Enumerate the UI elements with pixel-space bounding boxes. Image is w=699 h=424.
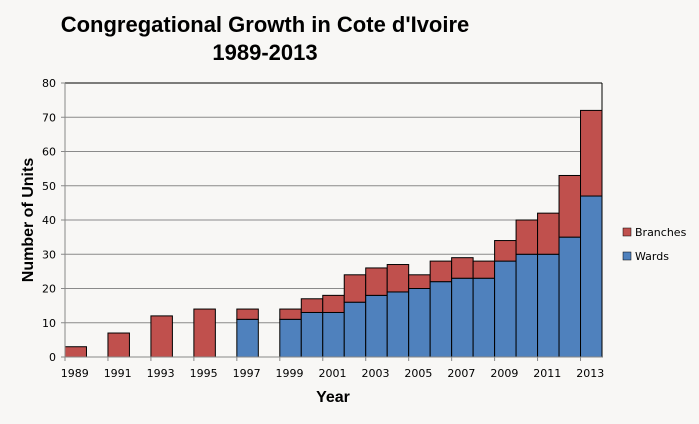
- bar-branches-2011: [537, 212, 560, 255]
- y-tick-label: 10: [42, 317, 56, 330]
- bar-branches-1989: [64, 346, 87, 358]
- bar-branches-2001: [322, 294, 345, 313]
- bar-branches-2004: [386, 264, 410, 293]
- bar-branches-1993: [150, 315, 173, 358]
- gridlines: [65, 82, 603, 357]
- chart-title: Congregational Growth in Cote d'Ivoire: [61, 12, 470, 37]
- bars: [64, 109, 603, 358]
- bar-wards-2006: [429, 281, 453, 358]
- axes: 0 10 20 30 40 50 60 70 80 1989 1991 1993 1995 1997 199…: [42, 77, 604, 380]
- legend-label-branches: Branches: [635, 226, 687, 239]
- x-tick-label: 2009: [490, 367, 518, 380]
- bar-branches-2010: [515, 219, 539, 255]
- bar-branches-2000: [300, 298, 324, 313]
- y-tick-label: 60: [42, 146, 56, 159]
- x-tick-label: 1991: [104, 367, 132, 380]
- bar-branches-1991: [107, 332, 130, 358]
- chart-subtitle: 1989-2013: [212, 40, 317, 65]
- bar-wards-2012: [558, 236, 582, 358]
- bar-branches-2002: [343, 274, 367, 303]
- bar-wards-2000: [300, 311, 324, 358]
- bar-branches-2008: [472, 260, 496, 279]
- bar-branches-2013: [580, 109, 603, 197]
- x-tick-label: 1997: [233, 367, 261, 380]
- bar-wards-2002: [343, 301, 367, 358]
- x-tick-label: 2005: [404, 367, 432, 380]
- y-tick-label: 20: [42, 283, 56, 296]
- legend: Branches Wards: [622, 226, 687, 263]
- x-tick-label: 2007: [447, 367, 475, 380]
- x-tick-label: 2003: [361, 367, 389, 380]
- x-tick-label: 1989: [61, 367, 89, 380]
- x-axis-label: Year: [316, 389, 350, 406]
- x-tick-label: 1999: [276, 367, 304, 380]
- bar-branches-2006: [429, 260, 453, 283]
- bar-wards-2011: [537, 253, 560, 358]
- x-tick-label: 1993: [147, 367, 175, 380]
- legend-swatch-wards: [622, 251, 632, 261]
- bar-branches-1999: [279, 308, 302, 320]
- bar-branches-1997: [236, 308, 259, 320]
- y-tick-label: 30: [42, 248, 56, 261]
- y-tick-label: 40: [42, 214, 56, 227]
- bar-branches-1995: [193, 308, 216, 358]
- bar-wards-2005: [408, 288, 431, 358]
- y-tick-label: 70: [42, 111, 56, 124]
- y-tick-label: 80: [42, 77, 56, 90]
- bar-wards-2007: [451, 277, 474, 358]
- legend-label-wards: Wards: [635, 250, 669, 263]
- bar-branches-2005: [408, 274, 431, 289]
- bar-wards-2008: [472, 277, 496, 358]
- x-tick-label: 1995: [190, 367, 218, 380]
- bar-branches-2003: [365, 267, 388, 296]
- bar-wards-2004: [386, 291, 410, 358]
- y-tick-label: 0: [49, 351, 56, 364]
- x-tick-label: 2011: [533, 367, 561, 380]
- y-axis-label: Number of Units: [20, 158, 37, 283]
- bar-wards-2001: [322, 311, 345, 358]
- y-tick-label: 50: [42, 180, 56, 193]
- bar-wards-1997: [236, 318, 259, 358]
- bar-branches-2012: [558, 174, 582, 238]
- bar-branches-2007: [451, 257, 474, 279]
- x-tick-label: 2001: [319, 367, 347, 380]
- bar-wards-2010: [515, 253, 539, 358]
- bar-branches-2009: [494, 240, 517, 262]
- legend-swatch-branches: [622, 227, 632, 237]
- bar-wards-2003: [365, 294, 388, 358]
- bar-wards-1999: [279, 318, 302, 358]
- bar-wards-2013: [580, 195, 603, 358]
- bar-wards-2009: [494, 260, 517, 358]
- x-tick-label: 2013: [576, 367, 604, 380]
